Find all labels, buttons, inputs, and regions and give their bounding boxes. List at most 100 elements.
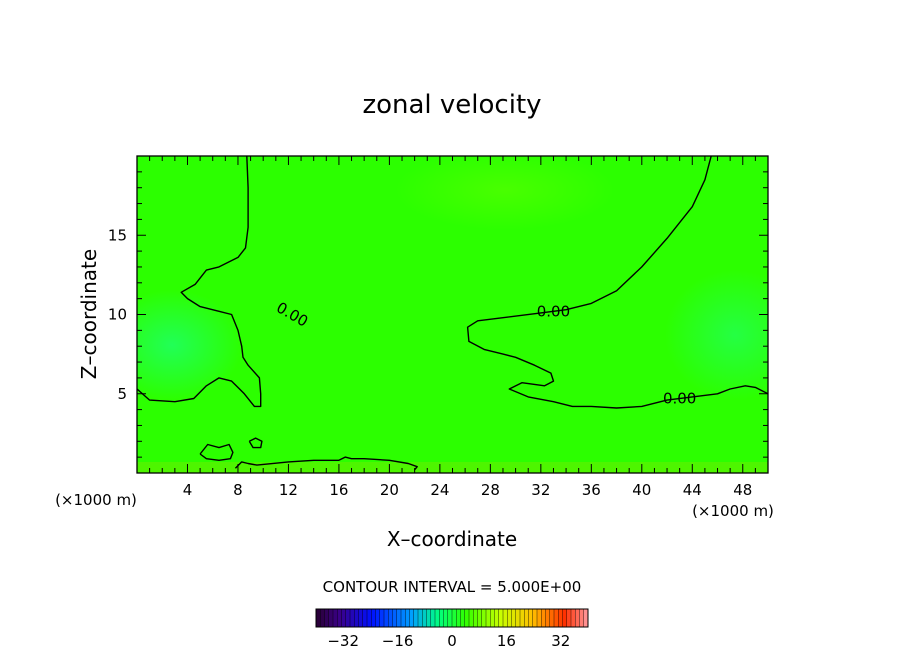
colorbar-bin (520, 609, 525, 627)
x-tick-label: 36 (582, 481, 601, 499)
colorbar-bin (324, 609, 330, 627)
contour-lines (137, 156, 768, 471)
colorbar-bin (558, 609, 563, 627)
colorbar-bin (515, 609, 521, 627)
colorbar-bin (481, 609, 487, 627)
x-tick-label: 16 (329, 481, 348, 499)
x-tick-label: 20 (380, 481, 399, 499)
colorbar-bin (490, 609, 495, 627)
contour-label: 0.00 (663, 390, 696, 408)
colorbar-bin (401, 609, 406, 627)
colorbar-bin (350, 609, 355, 627)
x-tick-label: 24 (430, 481, 449, 499)
contour-label: 0.00 (537, 302, 570, 320)
colorbar-bin (524, 609, 529, 627)
x-tick-label: 8 (233, 481, 243, 499)
colorbar-bin (354, 609, 359, 627)
colorbar-bin (371, 609, 376, 627)
x-tick-label: 12 (279, 481, 298, 499)
y-axis-label: Z–coordinate (77, 249, 101, 379)
contour-line-lower-left-blob (199, 443, 234, 461)
colorbar-bin (384, 609, 389, 627)
colorbar-bin (532, 609, 538, 627)
colorbar-bin (545, 609, 551, 627)
colorbar-bin (528, 609, 534, 627)
colorbar-bin (418, 609, 423, 627)
colorbar-bin (316, 609, 321, 627)
colorbar-tick-label: 32 (551, 632, 570, 650)
colorbar-bin (328, 609, 334, 627)
colorbar-bin (562, 609, 568, 627)
colorbar-bin (388, 609, 393, 627)
x-tick-label: 40 (632, 481, 651, 499)
colorbar-bin (486, 609, 491, 627)
colorbar-bin (477, 609, 483, 627)
field-shade-top (395, 156, 615, 230)
colorbar-bin (405, 609, 410, 627)
colorbar-bin (422, 609, 427, 627)
colorbar-bin (494, 609, 500, 627)
colorbar-bin (447, 609, 453, 627)
colorbar-bin (566, 609, 572, 627)
colorbar-bin (430, 609, 436, 627)
colorbar-bin (511, 609, 517, 627)
colorbar-bin (345, 609, 351, 627)
colorbar-bin (460, 609, 466, 627)
y-tick-label: 10 (108, 306, 127, 324)
colorbar-bin (549, 609, 555, 627)
colorbar-bin (464, 609, 470, 627)
field-shade-right (665, 270, 768, 400)
colorbar-bin (379, 609, 385, 627)
x-tick-label: 4 (183, 481, 193, 499)
colorbar-bin (426, 609, 432, 627)
contour-labels: 0.00 0.000.00 (273, 298, 696, 407)
colorbar-bin (320, 609, 325, 627)
colorbar-bin (358, 609, 364, 627)
colorbar-bin (341, 609, 347, 627)
colorbar-bin (583, 609, 589, 627)
x-unit-left: (×1000 m) (55, 491, 137, 509)
plot-area: 0.00 0.000.00 (137, 156, 768, 473)
colorbar-bin (375, 609, 381, 627)
contour-line-upper-left (137, 156, 262, 408)
colorbar-bin (409, 609, 415, 627)
colorbar-bin (452, 609, 457, 627)
colorbar-tick-label: −32 (327, 632, 359, 650)
colorbar-bin (473, 609, 478, 627)
colorbar-bin (392, 609, 398, 627)
x-tick-label: 28 (481, 481, 500, 499)
colorbar-tick-label: 0 (447, 632, 457, 650)
contour-line-near-surface (234, 456, 418, 471)
chart-title: zonal velocity (362, 90, 541, 120)
contour-line-small-blob (248, 437, 263, 449)
field-surface-band (137, 462, 768, 473)
colorbar-bin (575, 609, 580, 627)
colorbar-frame (315, 608, 589, 628)
colorbar-bin (439, 609, 444, 627)
colorbar-bin (503, 609, 508, 627)
x-tick-label: 44 (683, 481, 702, 499)
colorbar-bin (396, 609, 402, 627)
colorbar-tick-labels: −32 −16 0 16 32 (327, 632, 570, 650)
contour-line-upper-right (466, 156, 768, 409)
x-tick-label: 48 (733, 481, 752, 499)
colorbar-bin (554, 609, 559, 627)
colorbar-bin (579, 609, 585, 627)
colorbar-bin (367, 609, 372, 627)
colorbar-bin (537, 609, 542, 627)
colorbar-bin (362, 609, 368, 627)
y-tick-label: 15 (108, 226, 127, 244)
colorbar-bin (435, 609, 440, 627)
colorbar-tick-label: 16 (497, 632, 516, 650)
y-tick-label: 5 (117, 385, 127, 403)
x-axis-label: X–coordinate (387, 527, 517, 551)
colorbar-bin (571, 609, 576, 627)
x-unit-right: (×1000 m) (692, 502, 774, 520)
colorbar-bin (333, 609, 338, 627)
colorbar-bin (498, 609, 504, 627)
contour-interval-text: CONTOUR INTERVAL = 5.000E+00 (323, 578, 582, 596)
colorbar-bin (541, 609, 546, 627)
colorbar-bin (507, 609, 512, 627)
colorbar-bin (443, 609, 449, 627)
